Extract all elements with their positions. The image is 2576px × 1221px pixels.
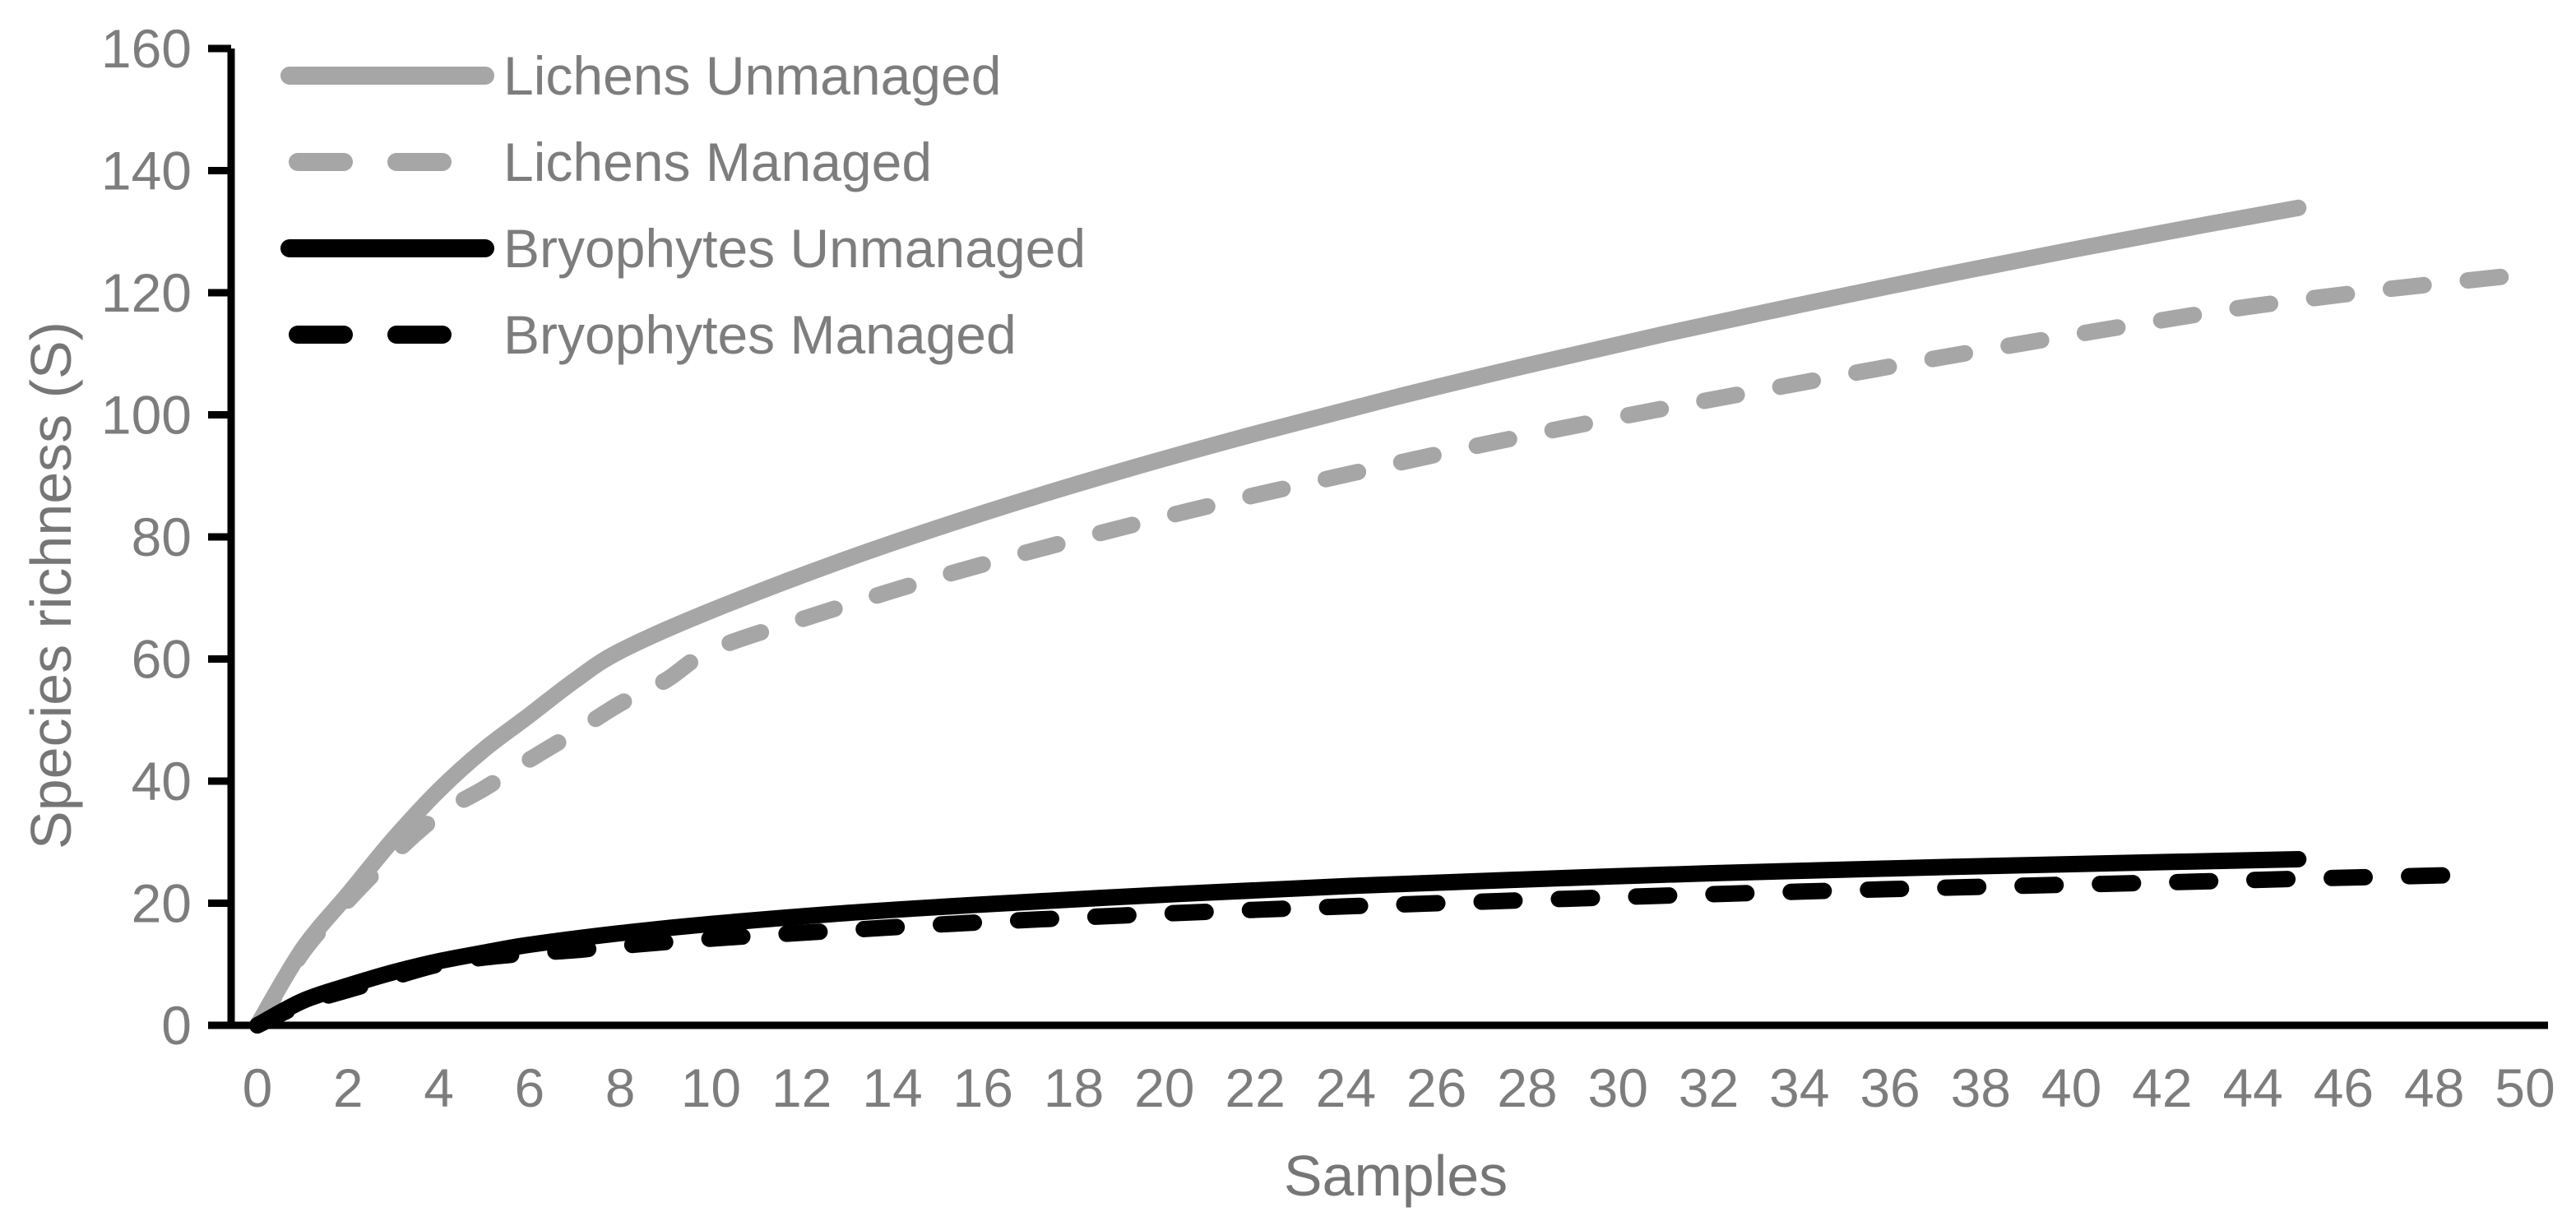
x-tick-label: 40 <box>2041 1057 2101 1118</box>
x-tick-label: 36 <box>1860 1057 1920 1118</box>
x-tick-label: 30 <box>1587 1057 1647 1118</box>
x-tick-label: 20 <box>1134 1057 1194 1118</box>
x-tick-label: 4 <box>424 1057 454 1118</box>
legend-item-bryophytes-unmanaged: Bryophytes Unmanaged <box>280 218 1086 279</box>
y-tick-label: 80 <box>132 506 192 567</box>
y-tick-label: 100 <box>101 385 192 446</box>
y-tick-label: 0 <box>161 995 192 1056</box>
curve-bryophytes-unmanaged <box>249 851 2307 1034</box>
x-tick-label: 26 <box>1406 1057 1466 1118</box>
y-tick-label: 140 <box>101 141 192 201</box>
x-tick-label: 12 <box>771 1057 832 1118</box>
y-tick-label: 40 <box>132 751 192 812</box>
x-axis-title: Samples <box>1284 1144 1508 1208</box>
x-tick-label: 10 <box>681 1057 741 1118</box>
x-tick-label: 50 <box>2495 1057 2555 1118</box>
curve-lichens-managed <box>249 266 2533 1034</box>
legend-item-lichens-unmanaged: Lichens Unmanaged <box>280 45 1001 106</box>
x-tick-label: 46 <box>2314 1057 2374 1118</box>
x-tick-label: 42 <box>2132 1057 2192 1118</box>
y-tick-label: 120 <box>101 262 192 323</box>
y-axis-ticks <box>208 44 231 1029</box>
y-axis-title: Species richness (S) <box>19 321 83 849</box>
x-tick-label: 0 <box>243 1057 273 1118</box>
data-curves <box>249 199 2533 1034</box>
curve-bryophytes-managed <box>249 866 2488 1034</box>
legend-label: Lichens Unmanaged <box>503 45 1001 106</box>
legend-label: Bryophytes Unmanaged <box>503 218 1086 279</box>
curve-lichens-unmanaged <box>249 199 2307 1034</box>
legend-label: Bryophytes Managed <box>503 304 1017 365</box>
x-tick-label: 44 <box>2222 1057 2282 1118</box>
x-axis-tick-labels: 0 2 4 6 8 10 12 14 16 18 20 22 24 26 28 30 32 34 36 38 40 42 4… <box>243 1057 2555 1118</box>
x-tick-label: 8 <box>605 1057 636 1118</box>
legend-item-bryophytes-managed: Bryophytes Managed <box>289 304 1017 365</box>
x-tick-label: 34 <box>1769 1057 1829 1118</box>
legend: Lichens Unmanaged Lichens Managed Bryophyt… <box>280 45 1086 365</box>
x-tick-label: 18 <box>1044 1057 1104 1118</box>
x-tick-label: 2 <box>333 1057 364 1118</box>
legend-item-lichens-managed: Lichens Managed <box>289 132 932 192</box>
y-tick-label: 60 <box>132 629 192 690</box>
y-tick-label: 160 <box>101 18 192 79</box>
x-tick-label: 24 <box>1316 1057 1376 1118</box>
y-axis-tick-labels: 0 20 40 60 80 100 120 140 160 <box>101 18 192 1056</box>
x-tick-label: 22 <box>1225 1057 1285 1118</box>
legend-label: Lichens Managed <box>503 132 932 192</box>
x-tick-label: 6 <box>514 1057 544 1118</box>
x-tick-label: 32 <box>1679 1057 1739 1118</box>
x-tick-label: 48 <box>2404 1057 2464 1118</box>
x-tick-label: 14 <box>862 1057 922 1118</box>
x-tick-label: 28 <box>1497 1057 1557 1118</box>
x-tick-label: 38 <box>1951 1057 2011 1118</box>
y-tick-label: 20 <box>132 873 192 934</box>
x-tick-label: 16 <box>953 1057 1013 1118</box>
